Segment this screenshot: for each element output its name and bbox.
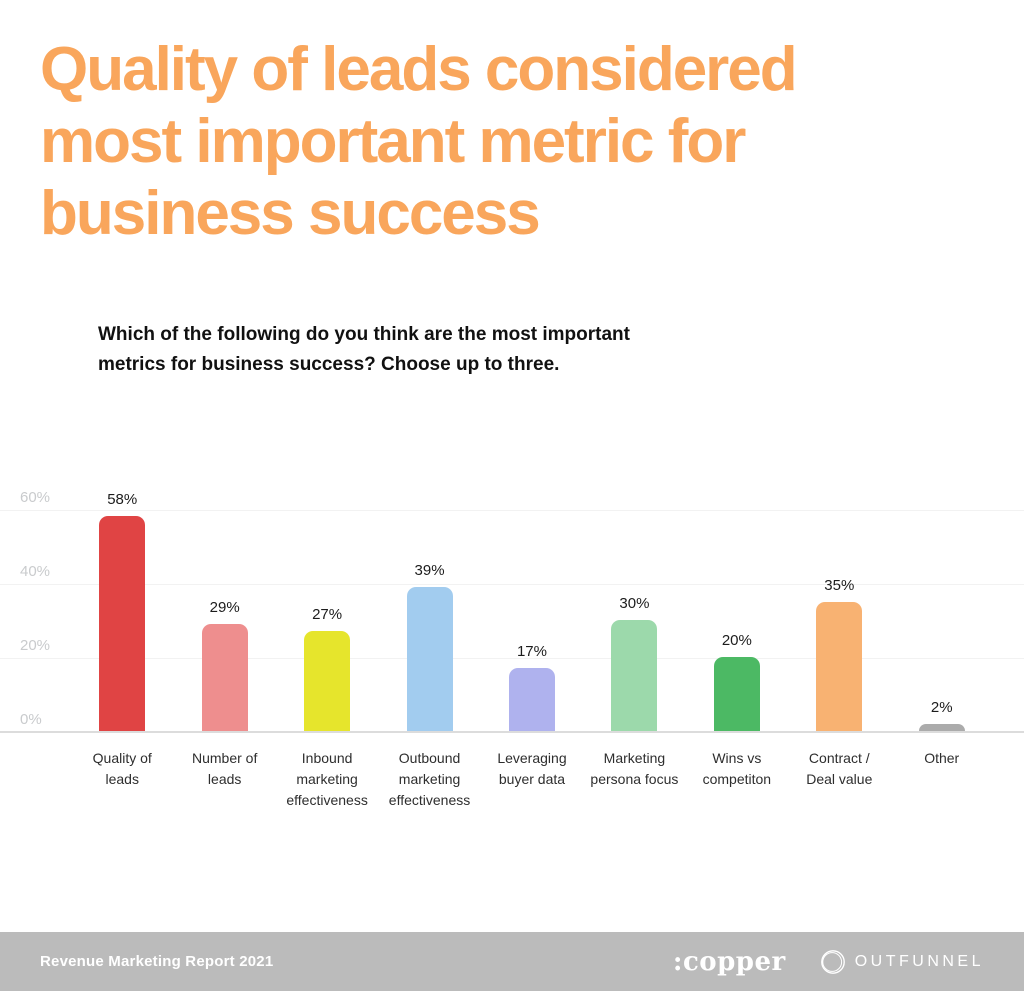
bar-value-label: 39% (414, 561, 445, 579)
category-label: Quality of leads (92, 750, 152, 787)
bar-4 (406, 586, 453, 731)
bar-3 (304, 631, 351, 731)
bar-value-label: 27% (312, 606, 343, 624)
category-label: Leveraging buyer data (497, 750, 567, 787)
bar-value-label: 20% (721, 632, 752, 649)
category-label: Inbound marketing effectiveness (286, 750, 368, 808)
y-tick-label-20%: 20% (20, 637, 51, 654)
category-label: Other (924, 750, 960, 766)
survey-question: Which of the following do you think are … (98, 324, 630, 375)
category-label: Marketing persona focus (590, 750, 679, 787)
y-tick-label-0%: 0% (20, 711, 42, 728)
chart-column: 35% (788, 488, 890, 731)
bar-5 (508, 668, 555, 731)
bar-8 (816, 601, 863, 731)
gridline-0% (0, 731, 1024, 733)
category-label: Wins vs competiton (702, 750, 772, 787)
bar-6 (611, 620, 658, 731)
bar-value-label: 35% (824, 576, 855, 594)
bar-value-label: 17% (516, 643, 547, 661)
category-label: Number of leads (191, 750, 258, 787)
category-label: Contract / Deal value (806, 750, 873, 787)
outfunnel-circle-icon (820, 949, 845, 974)
category-axis: Quality of leads Number of leads Inbound m… (71, 748, 993, 811)
page-title: Quality of leads considered most importa… (40, 35, 798, 248)
chart-column: 2% (891, 488, 993, 731)
chart-column: 17% (481, 488, 583, 731)
chart-column: 29% (173, 488, 275, 731)
bar-2 (201, 623, 248, 731)
footer-logos: :copper OUTFUNNEL (673, 949, 984, 975)
chart-column: 20% (686, 488, 788, 731)
category-label: Outbound marketing effectiveness (388, 750, 471, 808)
chart-column: 30% (583, 488, 685, 731)
y-tick-label-40%: 40% (20, 563, 51, 580)
bar-value-label: 30% (619, 595, 650, 612)
gridline-20% (0, 658, 1024, 659)
bar-7 (713, 657, 760, 731)
gridline-40% (0, 584, 1024, 585)
bars-layer: 58% 29% 27% 39% 17% 30% 20% 35% 2% (71, 488, 993, 731)
copper-logo: :copper (672, 946, 786, 977)
bar-value-label: 2% (930, 698, 953, 716)
chart-column: 27% (276, 488, 378, 731)
chart-plot-area: 0% 20% 40% 60% 58% 29% 27% 39% 17% 30% 20% 35% 2% (0, 488, 1024, 733)
bar-9 (918, 723, 965, 731)
gridline-60% (0, 510, 1024, 511)
bar-value-label: 29% (209, 598, 240, 616)
bar-1 (99, 516, 146, 731)
y-tick-label-60%: 60% (20, 489, 51, 506)
bar-chart: 0% 20% 40% 60% 58% 29% 27% 39% 17% 30% 20% 35% 2% Q… (0, 488, 1024, 808)
outfunnel-logo-text: OUTFUNNEL (854, 952, 984, 970)
outfunnel-logo: OUTFUNNEL (820, 949, 984, 975)
bar-value-label: 58% (107, 491, 138, 509)
chart-column: 39% (378, 488, 480, 731)
footer-report-label: Revenue Marketing Report 2021 (40, 953, 274, 970)
footer: Revenue Marketing Report 2021 :copper OU… (0, 932, 1024, 991)
chart-column: 58% (71, 488, 173, 731)
